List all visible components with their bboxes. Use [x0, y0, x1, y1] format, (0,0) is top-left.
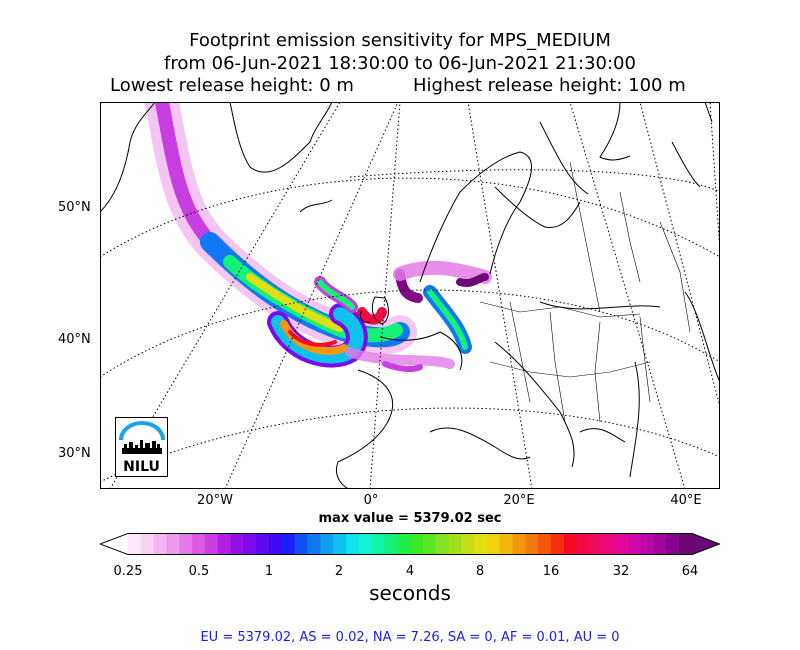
- colorbar-swatch: [333, 533, 347, 555]
- colorbar-tick: 8: [475, 564, 485, 579]
- colorbar-swatch: [576, 533, 590, 555]
- colorbar-tick: 32: [612, 564, 630, 579]
- colorbar-swatch: [666, 533, 680, 555]
- colorbar-tick: 16: [542, 564, 560, 579]
- graticule: [100, 102, 720, 489]
- colorbar-swatch: [345, 533, 360, 555]
- coastlines: [100, 102, 720, 489]
- colorbar-swatch: [679, 533, 693, 555]
- colorbar-swatch: [371, 533, 385, 555]
- colorbar-swatch: [179, 533, 193, 555]
- colorbar-swatch: [140, 533, 155, 555]
- colorbar-swatch: [281, 533, 296, 555]
- colorbar-swatch: [640, 533, 655, 555]
- colorbar-swatch: [166, 533, 180, 555]
- colorbar-swatch: [486, 533, 501, 555]
- colorbar-swatch: [512, 533, 526, 555]
- colorbar-swatch: [461, 533, 475, 555]
- lat-label-50n: 50°N: [58, 200, 91, 215]
- colorbar-swatch: [422, 533, 437, 555]
- colorbar-extend-high: [692, 533, 720, 555]
- colorbar-swatch: [602, 533, 616, 555]
- colorbar-tick: 4: [405, 564, 415, 579]
- colorbar-tick: 0.25: [113, 564, 143, 579]
- colorbar: [100, 533, 720, 555]
- colorbar-swatch: [243, 533, 257, 555]
- colorbar-swatch: [627, 533, 642, 555]
- colorbar-swatch: [320, 533, 334, 555]
- colorbar-extend-low: [100, 533, 128, 555]
- footprint-plume: [145, 102, 492, 372]
- colorbar-swatch: [192, 533, 206, 555]
- colorbar-tick: 64: [681, 564, 699, 579]
- colorbar-swatch: [153, 533, 167, 555]
- highest-release-height: Highest release height: 100 m: [413, 75, 686, 96]
- lat-label-30n: 30°N: [58, 446, 91, 461]
- colorbar-tick: 2: [334, 564, 344, 579]
- max-value-label: max value = 5379.02 sec: [318, 511, 502, 526]
- colorbar-unit-label: seconds: [369, 581, 451, 605]
- lon-label-20w: 20°W: [197, 493, 233, 508]
- colorbar-swatch: [448, 533, 462, 555]
- colorbar-swatch: [525, 533, 539, 555]
- lon-label-20e: 20°E: [503, 493, 535, 508]
- colorbar-swatch: [499, 533, 514, 555]
- colorbar-swatch: [474, 533, 488, 555]
- colorbar-outline: [100, 533, 720, 555]
- colorbar-swatch: [294, 533, 308, 555]
- colorbar-swatch: [217, 533, 232, 555]
- colorbar-swatch: [384, 533, 398, 555]
- nilu-logo-text: NILU: [123, 459, 160, 475]
- colorbar-swatch: [358, 533, 373, 555]
- lowest-release-height: Lowest release height: 0 m: [110, 75, 354, 96]
- colorbar-swatch: [307, 533, 321, 555]
- colorbar-swatch: [269, 533, 283, 555]
- colorbar-swatch: [204, 533, 219, 555]
- colorbar-swatch: [397, 533, 411, 555]
- region-stats: EU = 5379.02, AS = 0.02, NA = 7.26, SA =…: [200, 630, 620, 645]
- colorbar-tick: 0.5: [188, 564, 210, 579]
- lon-label-40e: 40°E: [670, 493, 702, 508]
- country-borders: [479, 161, 691, 423]
- colorbar-swatch: [230, 533, 244, 555]
- title-line-2: from 06-Jun-2021 18:30:00 to 06-Jun-2021…: [164, 53, 636, 74]
- colorbar-swatch: [435, 533, 449, 555]
- lon-label-0: 0°: [363, 493, 379, 508]
- colorbar-swatch: [563, 533, 578, 555]
- colorbar-swatch: [653, 533, 667, 555]
- colorbar-swatch: [551, 533, 565, 555]
- colorbar-swatch: [615, 533, 629, 555]
- lat-label-40n: 40°N: [58, 332, 91, 347]
- colorbar-swatch: [128, 533, 142, 555]
- colorbar-swatch: [538, 533, 552, 555]
- nilu-logo: NILU: [115, 417, 168, 477]
- colorbar-swatch: [410, 533, 424, 555]
- map-panel: [100, 102, 720, 489]
- colorbar-swatch: [256, 533, 270, 555]
- colorbar-tick: 1: [264, 564, 274, 579]
- title-line-1: Footprint emission sensitivity for MPS_M…: [189, 30, 611, 51]
- colorbar-swatch: [589, 533, 603, 555]
